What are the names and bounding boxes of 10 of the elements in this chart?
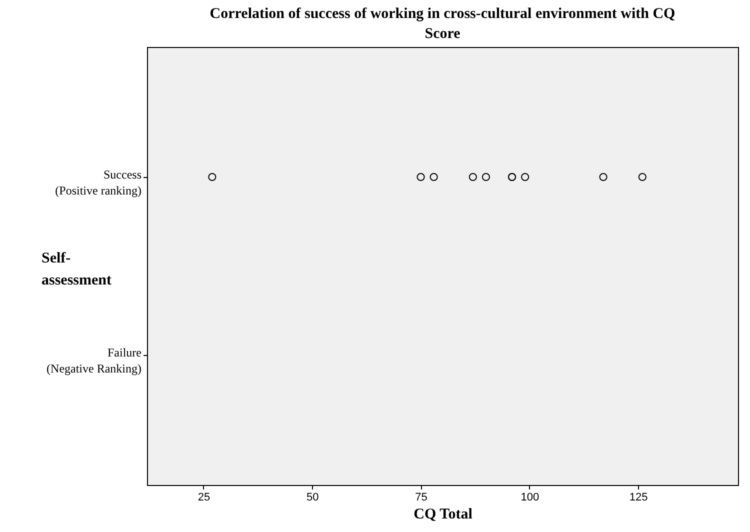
x-tick-label: 100 bbox=[520, 492, 540, 504]
x-tick-label: 50 bbox=[306, 492, 319, 504]
y-tick-label: Success (Positive ranking) bbox=[55, 167, 142, 198]
x-tick-label: 25 bbox=[198, 492, 210, 504]
x-tick-label: 75 bbox=[415, 492, 428, 504]
x-axis-title: CQ Total bbox=[414, 506, 472, 522]
y-tick-label: Failure (Negative Ranking) bbox=[46, 346, 142, 376]
chart-title: Correlation of success of working in cross-cultural environment with CQ Score bbox=[210, 6, 676, 42]
y-axis-title: Self-assessment bbox=[42, 250, 112, 288]
x-tick-label: 125 bbox=[629, 492, 648, 504]
